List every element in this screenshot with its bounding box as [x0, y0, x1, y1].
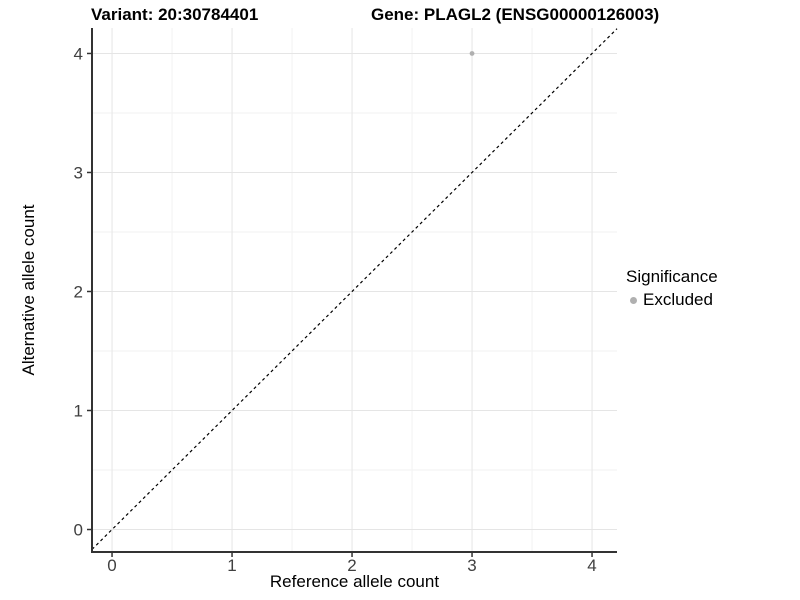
- identity-line: [91, 28, 618, 550]
- gene-title: Gene: PLAGL2 (ENSG00000126003): [371, 5, 660, 24]
- data-point: [469, 51, 475, 56]
- legend-title: Significance: [626, 267, 718, 286]
- y-tick-label: 2: [74, 282, 83, 301]
- x-axis-title: Reference allele count: [269, 572, 440, 591]
- legend-item-label: Excluded: [643, 290, 713, 309]
- y-axis-title: Alternative allele count: [19, 204, 38, 376]
- x-tick-label: 4: [587, 556, 596, 575]
- x-tick-label: 3: [467, 556, 476, 575]
- legend-point-icon: [630, 296, 637, 304]
- y-tick-label: 4: [74, 44, 83, 63]
- y-tick-label: 1: [74, 401, 83, 420]
- legend: Significance Excluded: [626, 267, 718, 310]
- legend-item-excluded: Excluded: [626, 290, 718, 310]
- y-tick-label: 0: [74, 521, 83, 540]
- y-tick-label: 3: [74, 163, 83, 182]
- variant-title: Variant: 20:30784401: [91, 5, 259, 24]
- x-tick-label: 2: [347, 556, 356, 575]
- x-tick-label: 0: [107, 556, 116, 575]
- x-tick-label: 1: [227, 556, 236, 575]
